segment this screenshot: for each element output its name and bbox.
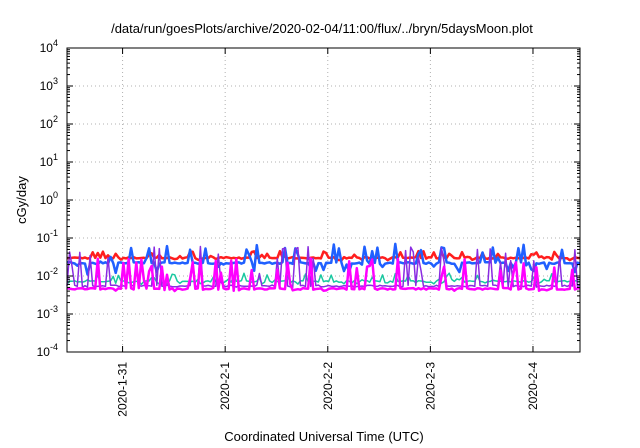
y-tick-exponent: 3 (53, 76, 58, 86)
y-tick-base: 10 (40, 117, 54, 131)
chart-title: /data/run/goesPlots/archive/2020-02-04/1… (111, 21, 533, 36)
x-tick-label: 2020-2-3 (423, 362, 437, 410)
x-tick-label: 2020-2-1 (218, 362, 232, 410)
series-line-magenta (66, 257, 581, 293)
y-tick-exponent: -3 (50, 304, 58, 314)
x-tick-label: 2020-2-4 (526, 362, 540, 410)
y-axis-label: cGy/day (14, 176, 29, 224)
y-tick-label: 100 (40, 190, 58, 207)
x-axis: 2020-1-31 2020-2-1 2020-2-2 2020-2-3 2020-2-… (116, 48, 540, 417)
series-group (66, 242, 581, 293)
y-tick-label: 104 (40, 38, 58, 55)
x-tick-label: 2020-1-31 (116, 362, 130, 417)
y-tick-base: 10 (40, 193, 54, 207)
y-tick-label: 103 (40, 76, 58, 93)
y-tick-base: 10 (37, 345, 51, 359)
x-axis-label: Coordinated Universal Time (UTC) (224, 429, 423, 444)
y-tick-base: 10 (37, 269, 51, 283)
y-tick-exponent: 0 (53, 190, 58, 200)
series-line-red (66, 249, 581, 262)
y-tick-base: 10 (40, 79, 54, 93)
y-tick-label: 10-2 (37, 266, 58, 283)
y-tick-exponent: -1 (50, 228, 58, 238)
y-tick-exponent: -4 (50, 342, 58, 352)
y-tick-label: 10-1 (37, 228, 58, 245)
y-tick-label: 102 (40, 114, 58, 131)
y-tick-exponent: 4 (53, 38, 58, 48)
y-tick-label: 101 (40, 152, 58, 169)
y-tick-base: 10 (40, 155, 54, 169)
y-tick-label: 10-3 (37, 304, 58, 321)
y-tick-base: 10 (37, 307, 51, 321)
y-tick-label: 10-4 (37, 342, 58, 359)
y-tick-exponent: -2 (50, 266, 58, 276)
series-line-blue (67, 242, 581, 276)
y-tick-exponent: 1 (53, 152, 58, 162)
grid (67, 48, 580, 352)
y-tick-base: 10 (40, 41, 54, 55)
x-tick-label: 2020-2-2 (321, 362, 335, 410)
y-tick-base: 10 (37, 231, 51, 245)
y-tick-exponent: 2 (53, 114, 58, 124)
